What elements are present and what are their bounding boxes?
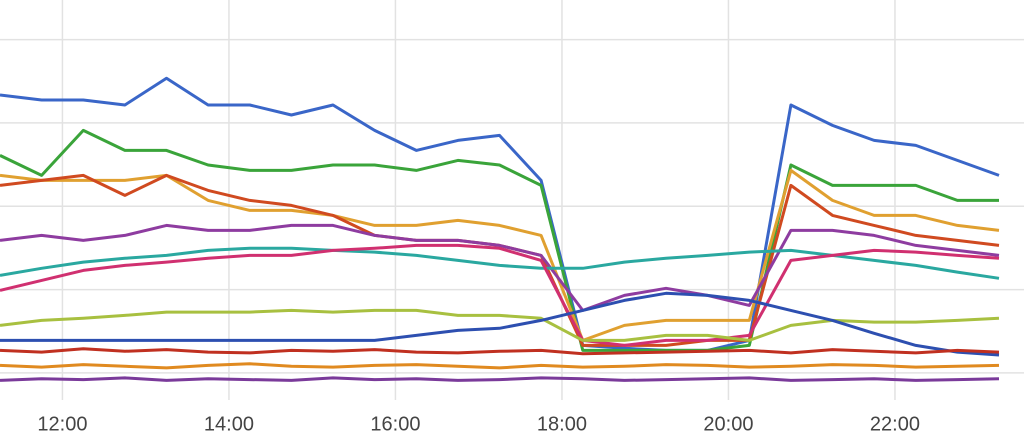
x-tick-label: 16:00: [370, 413, 420, 435]
series-line: [0, 376, 1000, 382]
x-tick-label: 14:00: [204, 413, 254, 435]
series-line: [0, 76, 1000, 352]
x-tick-label: 22:00: [870, 413, 920, 435]
series-line: [0, 243, 1000, 347]
series-line: [0, 223, 1000, 312]
series-line: [0, 128, 999, 352]
x-tick-label: 20:00: [703, 413, 753, 435]
series-line: [0, 362, 1000, 370]
x-tick-label: 18:00: [537, 413, 587, 435]
x-tick-label: 12:00: [37, 413, 87, 435]
series-line: [0, 347, 1000, 356]
series-line: [0, 291, 1000, 357]
